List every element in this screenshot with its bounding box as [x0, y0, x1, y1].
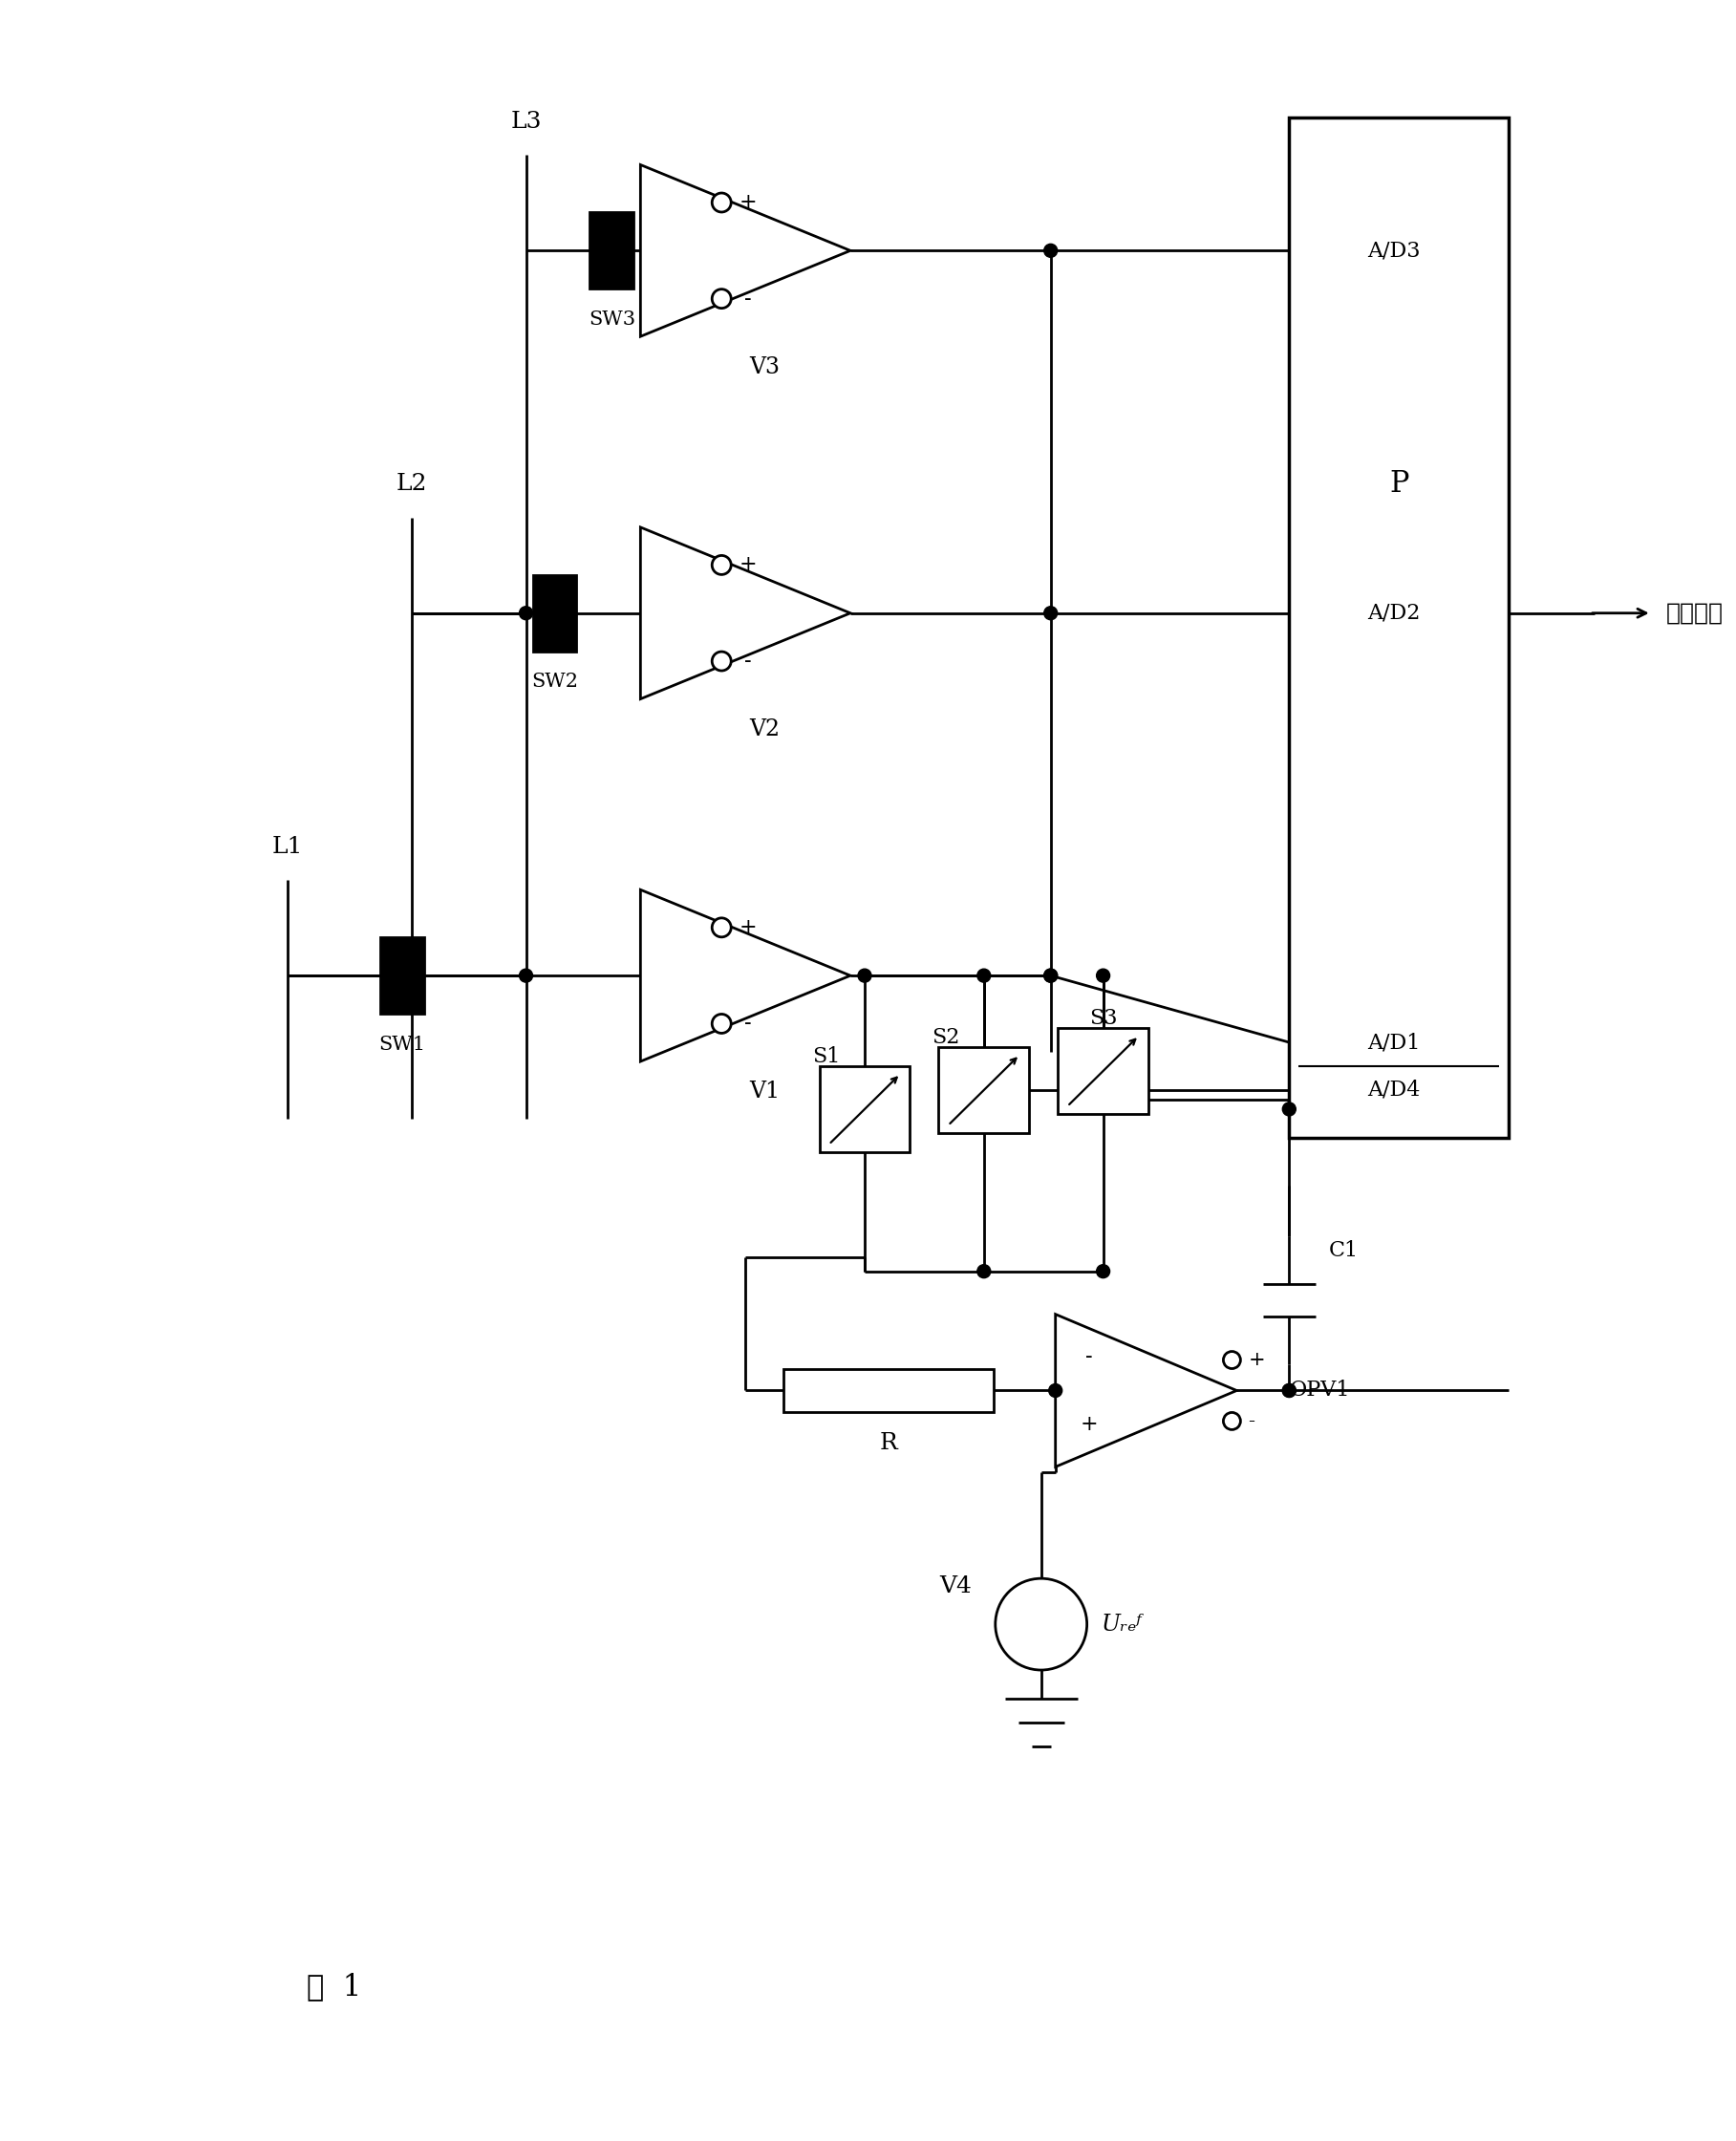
Circle shape	[1283, 1103, 1295, 1115]
Circle shape	[1097, 970, 1109, 983]
Text: V1: V1	[750, 1081, 779, 1103]
Circle shape	[995, 1578, 1087, 1670]
Bar	[533, 576, 576, 651]
Circle shape	[858, 970, 871, 983]
Text: +: +	[1248, 1351, 1266, 1368]
Text: A/D3: A/D3	[1368, 240, 1420, 261]
Circle shape	[1043, 970, 1057, 983]
Circle shape	[712, 193, 731, 212]
Circle shape	[712, 1015, 731, 1034]
Text: -: -	[1248, 1411, 1255, 1430]
Text: L1: L1	[273, 835, 304, 859]
Text: SW1: SW1	[378, 1036, 425, 1053]
Text: -: -	[745, 1013, 752, 1034]
Polygon shape	[641, 165, 851, 336]
Bar	[783, 1368, 993, 1413]
Circle shape	[1283, 1383, 1295, 1398]
Circle shape	[712, 651, 731, 670]
Text: 触发信号: 触发信号	[1667, 602, 1724, 623]
Circle shape	[712, 555, 731, 574]
Text: SW2: SW2	[531, 672, 578, 692]
Circle shape	[1097, 1265, 1109, 1278]
Bar	[939, 1047, 1029, 1133]
Text: V3: V3	[750, 355, 779, 379]
Circle shape	[519, 606, 533, 619]
Circle shape	[519, 970, 533, 983]
Text: A/D4: A/D4	[1368, 1079, 1420, 1100]
Bar	[590, 212, 634, 289]
Text: A/D1: A/D1	[1368, 1032, 1420, 1053]
Text: V2: V2	[750, 719, 779, 741]
Circle shape	[1049, 1383, 1062, 1398]
Text: S3: S3	[1088, 1008, 1116, 1030]
Circle shape	[977, 970, 991, 983]
Text: L2: L2	[396, 473, 427, 495]
Text: -: -	[745, 289, 752, 308]
Text: L3: L3	[510, 111, 542, 133]
Text: R: R	[880, 1432, 898, 1454]
Circle shape	[712, 918, 731, 938]
Circle shape	[1043, 244, 1057, 257]
Text: +: +	[740, 916, 757, 938]
Circle shape	[1224, 1351, 1241, 1368]
Polygon shape	[641, 527, 851, 698]
Bar	[1057, 1028, 1149, 1113]
Text: +: +	[1080, 1413, 1097, 1434]
Text: -: -	[745, 651, 752, 672]
Text: -: -	[1085, 1347, 1092, 1368]
Text: +: +	[740, 555, 757, 576]
Text: OPV1: OPV1	[1290, 1381, 1351, 1400]
Circle shape	[1283, 1383, 1295, 1398]
Bar	[380, 938, 424, 1013]
Circle shape	[1043, 606, 1057, 619]
Circle shape	[1043, 970, 1057, 983]
Circle shape	[712, 289, 731, 308]
Bar	[819, 1066, 910, 1152]
Circle shape	[1224, 1413, 1241, 1430]
Text: +: +	[740, 193, 757, 214]
Bar	[1290, 118, 1509, 1137]
Text: S1: S1	[812, 1047, 840, 1066]
Text: V4: V4	[939, 1576, 972, 1597]
Text: A/D2: A/D2	[1368, 602, 1420, 623]
Circle shape	[404, 970, 418, 983]
Text: P: P	[1389, 469, 1408, 499]
Text: 图  1: 图 1	[307, 1972, 361, 2002]
Polygon shape	[641, 891, 851, 1062]
Text: S2: S2	[932, 1028, 960, 1049]
Circle shape	[977, 1265, 991, 1278]
Text: C1: C1	[1330, 1240, 1359, 1261]
Text: SW3: SW3	[589, 310, 635, 328]
Text: Uᵣₑᶠ: Uᵣₑᶠ	[1101, 1614, 1142, 1636]
Polygon shape	[1055, 1315, 1236, 1467]
